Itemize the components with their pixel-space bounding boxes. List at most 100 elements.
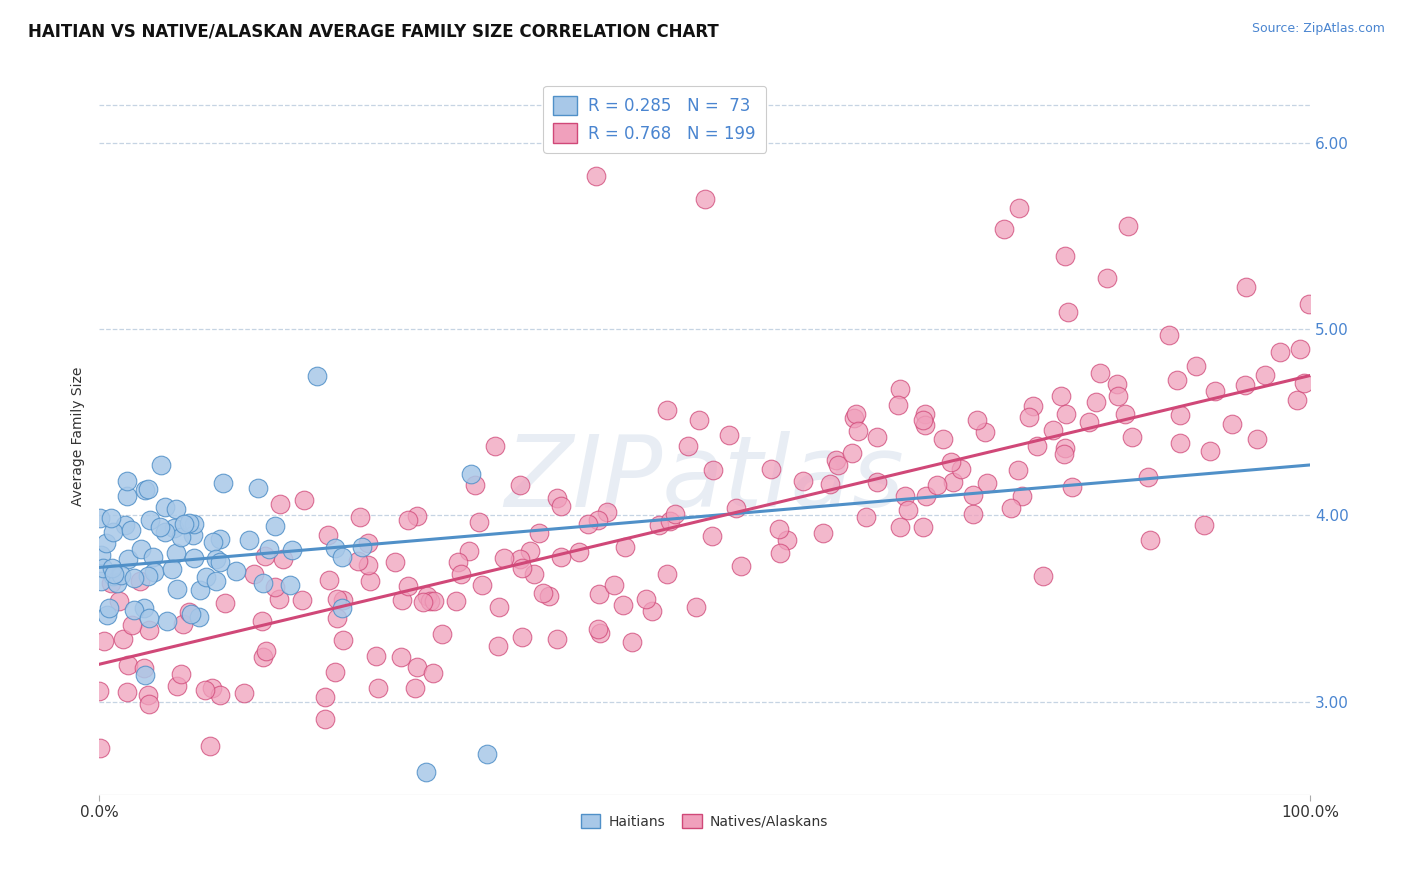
Point: [205, 552, 228, 566]
Point: [827, 458, 849, 473]
Point: [389, 650, 412, 665]
Point: [183, 551, 205, 566]
Point: [889, 520, 911, 534]
Point: [550, 500, 572, 514]
Point: [252, 649, 274, 664]
Point: [510, 630, 533, 644]
Point: [1032, 569, 1054, 583]
Point: [897, 503, 920, 517]
Point: [546, 491, 568, 505]
Point: [150, 458, 173, 472]
Point: [942, 475, 965, 490]
Point: [359, 574, 381, 589]
Point: [200, 739, 222, 753]
Point: [201, 681, 224, 695]
Point: [1192, 518, 1215, 533]
Point: [173, 517, 195, 532]
Point: [316, 528, 339, 542]
Point: [1085, 394, 1108, 409]
Point: [90, 548, 112, 562]
Point: [160, 562, 183, 576]
Point: [1136, 469, 1159, 483]
Point: [89, 741, 111, 756]
Point: [194, 683, 217, 698]
Point: [252, 614, 274, 628]
Point: [172, 617, 194, 632]
Point: [280, 578, 302, 592]
Point: [214, 596, 236, 610]
Point: [212, 476, 235, 491]
Point: [391, 593, 413, 607]
Point: [730, 558, 752, 573]
Point: [91, 561, 114, 575]
Point: [132, 601, 155, 615]
Point: [112, 632, 135, 646]
Point: [1053, 448, 1076, 462]
Point: [586, 622, 609, 636]
Point: [238, 533, 260, 547]
Point: [97, 600, 120, 615]
Point: [396, 580, 419, 594]
Point: [1121, 430, 1143, 444]
Point: [149, 519, 172, 533]
Point: [962, 507, 984, 521]
Point: [117, 685, 139, 699]
Point: [576, 516, 599, 531]
Point: [1234, 279, 1257, 293]
Point: [494, 550, 516, 565]
Point: [180, 607, 202, 621]
Point: [1118, 219, 1140, 234]
Point: [142, 550, 165, 565]
Point: [887, 398, 910, 412]
Point: [596, 504, 619, 518]
Point: [1184, 359, 1206, 373]
Point: [120, 523, 142, 537]
Point: [509, 478, 531, 492]
Point: [484, 439, 506, 453]
Point: [138, 623, 160, 637]
Point: [768, 522, 790, 536]
Point: [846, 424, 869, 438]
Point: [966, 413, 988, 427]
Point: [396, 513, 419, 527]
Point: [129, 574, 152, 589]
Point: [314, 712, 336, 726]
Point: [100, 511, 122, 525]
Point: [519, 544, 541, 558]
Point: [93, 634, 115, 648]
Point: [412, 595, 434, 609]
Point: [1289, 342, 1312, 356]
Point: [718, 428, 741, 442]
Point: [430, 626, 453, 640]
Point: [620, 635, 643, 649]
Point: [664, 507, 686, 521]
Point: [364, 648, 387, 663]
Point: [1097, 270, 1119, 285]
Point: [1011, 489, 1033, 503]
Point: [367, 681, 389, 695]
Point: [352, 540, 374, 554]
Point: [357, 558, 380, 572]
Point: [416, 589, 439, 603]
Point: [866, 475, 889, 489]
Point: [166, 582, 188, 596]
Point: [170, 530, 193, 544]
Point: [415, 765, 437, 780]
Point: [405, 508, 427, 523]
Point: [444, 594, 467, 608]
Point: [166, 680, 188, 694]
Point: [188, 583, 211, 598]
Point: [156, 614, 179, 628]
Point: [460, 467, 482, 481]
Point: [1199, 443, 1222, 458]
Point: [153, 500, 176, 515]
Point: [138, 697, 160, 711]
Point: [475, 747, 498, 761]
Point: [657, 402, 679, 417]
Point: [314, 690, 336, 704]
Point: [263, 581, 285, 595]
Point: [153, 525, 176, 540]
Point: [688, 413, 710, 427]
Point: [893, 490, 915, 504]
Point: [325, 592, 347, 607]
